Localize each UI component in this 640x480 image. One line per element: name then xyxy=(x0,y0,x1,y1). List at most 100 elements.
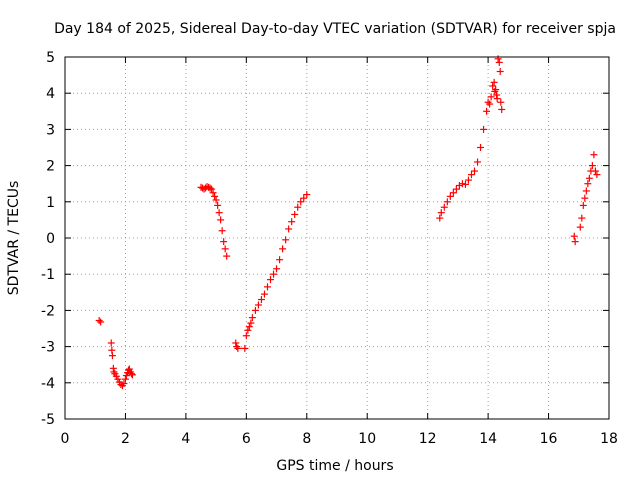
data-point xyxy=(270,270,278,278)
data-point xyxy=(461,180,469,188)
data-point xyxy=(585,174,593,182)
data-point xyxy=(579,201,587,209)
data-point xyxy=(487,93,495,101)
data-point xyxy=(208,185,216,193)
data-point xyxy=(300,194,308,202)
x-tick-label: 4 xyxy=(181,431,190,447)
data-point xyxy=(215,209,223,217)
data-point xyxy=(248,314,256,322)
data-point xyxy=(496,67,504,75)
data-point xyxy=(581,194,589,202)
data-point xyxy=(297,198,305,206)
data-point xyxy=(593,171,601,179)
data-point xyxy=(467,171,475,179)
y-axis-label: SDTVAR / TECUs xyxy=(6,181,22,296)
data-point xyxy=(95,317,103,325)
data-point xyxy=(276,256,284,264)
y-tick-label: 2 xyxy=(46,159,55,175)
x-tick-label: 16 xyxy=(540,431,558,447)
data-point xyxy=(223,252,231,260)
data-point xyxy=(254,301,262,309)
data-point xyxy=(437,209,445,217)
data-point xyxy=(498,105,506,113)
x-axis-label: GPS time / hours xyxy=(276,458,393,474)
data-point xyxy=(443,198,451,206)
tick-marks xyxy=(64,56,610,420)
data-point xyxy=(218,227,226,235)
data-point xyxy=(440,203,448,211)
data-point xyxy=(471,167,479,175)
data-point xyxy=(203,183,211,191)
data-point xyxy=(571,238,579,246)
y-tick-label: 3 xyxy=(46,122,55,138)
data-point xyxy=(294,203,302,211)
data-point xyxy=(282,236,290,244)
data-point xyxy=(212,196,220,204)
data-point xyxy=(452,185,460,193)
data-point xyxy=(288,218,296,226)
data-point xyxy=(584,180,592,188)
x-tick-label: 6 xyxy=(242,431,251,447)
data-point xyxy=(217,216,225,224)
y-tick-label: -2 xyxy=(41,303,55,319)
y-tick-label: -4 xyxy=(41,376,55,392)
y-tick-label: 5 xyxy=(46,50,55,66)
x-tick-label: 12 xyxy=(419,431,437,447)
y-tick-label: 1 xyxy=(46,195,55,211)
data-point xyxy=(120,380,128,388)
data-point xyxy=(209,189,217,197)
data-point xyxy=(285,225,293,233)
y-tick-labels: -5 -4 -3 -2 -1 0 1 2 3 4 5 xyxy=(41,50,55,428)
data-point xyxy=(128,371,136,379)
chart-title: Day 184 of 2025, Sidereal Day-to-day VTE… xyxy=(54,21,616,37)
grid xyxy=(65,57,609,419)
data-point xyxy=(247,319,255,327)
data-point xyxy=(107,339,115,347)
data-point xyxy=(233,343,241,351)
data-point xyxy=(241,344,249,352)
x-tick-labels: 0 2 4 6 8 10 12 14 16 18 xyxy=(61,431,618,447)
data-point xyxy=(220,238,228,246)
data-point xyxy=(273,265,281,273)
data-point xyxy=(232,339,240,347)
data-point xyxy=(109,364,117,372)
data-point xyxy=(97,318,105,326)
data-point xyxy=(486,100,494,108)
data-point xyxy=(117,381,125,389)
y-tick-label: -1 xyxy=(41,267,55,283)
data-point xyxy=(121,375,129,383)
data-point xyxy=(221,245,229,253)
data-point xyxy=(590,151,598,159)
x-tick-label: 10 xyxy=(358,431,376,447)
data-point xyxy=(206,184,214,192)
x-tick-label: 18 xyxy=(600,431,618,447)
data-point xyxy=(436,214,444,222)
data-point xyxy=(267,276,275,284)
data-point xyxy=(494,55,502,63)
data-point xyxy=(449,189,457,197)
data-point xyxy=(245,323,253,331)
data-point xyxy=(108,352,116,360)
data-point xyxy=(214,201,222,209)
data-point xyxy=(446,192,454,200)
data-point xyxy=(495,58,503,66)
data-point xyxy=(263,283,271,291)
data-point xyxy=(477,144,485,151)
data-point xyxy=(211,192,219,200)
data-point xyxy=(303,191,311,199)
x-tick-label: 0 xyxy=(61,431,70,447)
data-point xyxy=(251,306,259,314)
data-point xyxy=(570,232,578,240)
x-tick-label: 14 xyxy=(479,431,497,447)
data-point xyxy=(493,91,501,99)
y-tick-label: -5 xyxy=(41,412,55,428)
data-point xyxy=(497,98,505,106)
data-point xyxy=(492,86,500,94)
data-point xyxy=(474,158,482,166)
data-point xyxy=(242,332,250,340)
data-point xyxy=(591,167,599,175)
data-point xyxy=(483,107,491,115)
data-point xyxy=(576,223,584,231)
data-point xyxy=(588,162,596,170)
